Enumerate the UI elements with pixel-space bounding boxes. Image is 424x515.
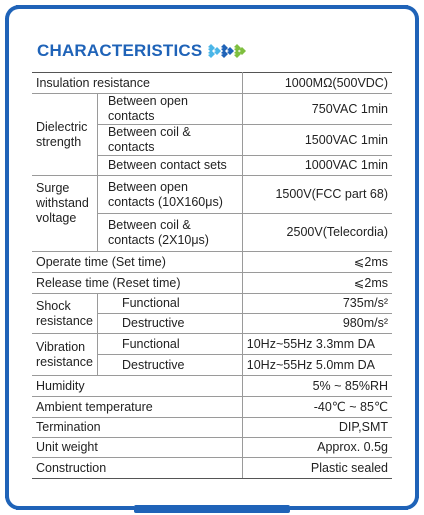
frame-bottom-tab: [134, 505, 290, 513]
row-label: Surge withstand voltage: [32, 175, 98, 252]
row-sublabel: Between open contacts: [96, 93, 243, 125]
table-row: Destructive 10Hz~55Hz 5.0mm DA: [32, 354, 392, 376]
row-sublabel: Functional: [96, 293, 243, 314]
section-title-text: CHARACTERISTICS: [37, 41, 203, 60]
row-sublabel: Destructive: [96, 354, 243, 376]
row-value: 5% ~ 85%RH: [241, 375, 392, 397]
table-row: Construction Plastic sealed: [32, 457, 392, 479]
row-label: Dielectric strength: [32, 93, 98, 176]
row-value: 2500V(Telecordia): [241, 213, 392, 252]
row-value: 1000VAC 1min: [241, 155, 392, 176]
row-label: Ambient temperature: [32, 396, 243, 418]
table-row: Dielectric strength Between open contact…: [32, 93, 392, 176]
row-label: Shock resistance: [32, 293, 98, 334]
row-value: DIP,SMT: [241, 417, 392, 438]
frame-right-border: [415, 18, 419, 498]
row-value: 10Hz~55Hz 3.3mm DA: [241, 333, 392, 355]
row-label: Construction: [32, 457, 243, 479]
row-value: ⩽2ms: [241, 272, 392, 294]
row-value: ⩽2ms: [241, 251, 392, 273]
row-label: Release time (Reset time): [32, 272, 243, 294]
table-row: Between coil & contacts (2X10μs) 2500V(T…: [32, 213, 392, 252]
arrows-icon: [208, 44, 247, 58]
row-sublabel: Functional: [96, 333, 243, 355]
table-row: Humidity 5% ~ 85%RH: [32, 375, 392, 397]
table-row: Ambient temperature -40℃ ~ 85℃: [32, 396, 392, 418]
row-label: Humidity: [32, 375, 243, 397]
frame-corner: [5, 492, 23, 510]
row-sublabel: Destructive: [96, 313, 243, 334]
row-label: Operate time (Set time): [32, 251, 243, 273]
row-sublabel: Between contact sets: [96, 155, 243, 176]
frame-top-border: [16, 5, 408, 9]
row-value: 735m/s²: [241, 293, 392, 314]
row-value: 1500V(FCC part 68): [241, 175, 392, 214]
row-sublabel: Between coil & contacts (2X10μs): [96, 213, 243, 252]
table-row: Shock resistance Functional 735m/s²: [32, 293, 392, 334]
row-value: 750VAC 1min: [241, 93, 392, 125]
table-row: Unit weight Approx. 0.5g: [32, 437, 392, 458]
frame-left-border: [5, 18, 9, 498]
table-row: Insulation resistance 1000MΩ(500VDC): [32, 72, 392, 94]
row-value: 980m/s²: [241, 313, 392, 334]
table-row: Between contact sets 1000VAC 1min: [32, 155, 392, 176]
row-value: 1000MΩ(500VDC): [241, 72, 392, 94]
frame-bottom-border: [290, 506, 408, 510]
row-value: Plastic sealed: [241, 457, 392, 479]
row-sublabel: Between open contacts (10X160μs): [96, 175, 243, 214]
row-label: Insulation resistance: [32, 72, 243, 94]
table-row: Release time (Reset time) ⩽2ms: [32, 272, 392, 294]
row-value: 1500VAC 1min: [241, 124, 392, 156]
table-row: Vibration resistance Functional 10Hz~55H…: [32, 333, 392, 376]
characteristics-table: Insulation resistance 1000MΩ(500VDC) Die…: [32, 72, 392, 479]
row-value: Approx. 0.5g: [241, 437, 392, 458]
frame-bottom-border: [16, 506, 134, 510]
table-row: Termination DIP,SMT: [32, 417, 392, 438]
frame-corner: [401, 492, 419, 510]
frame-corner: [401, 5, 419, 23]
frame-corner: [5, 5, 23, 23]
row-value: -40℃ ~ 85℃: [241, 396, 392, 418]
row-value: 10Hz~55Hz 5.0mm DA: [241, 354, 392, 376]
table-row: Operate time (Set time) ⩽2ms: [32, 251, 392, 273]
table-row: Surge withstand voltage Between open con…: [32, 175, 392, 252]
row-label: Vibration resistance: [32, 333, 98, 376]
row-label: Unit weight: [32, 437, 243, 458]
table-row: Destructive 980m/s²: [32, 313, 392, 334]
section-title: CHARACTERISTICS: [37, 41, 247, 61]
row-label: Termination: [32, 417, 243, 438]
row-sublabel: Between coil & contacts: [96, 124, 243, 156]
